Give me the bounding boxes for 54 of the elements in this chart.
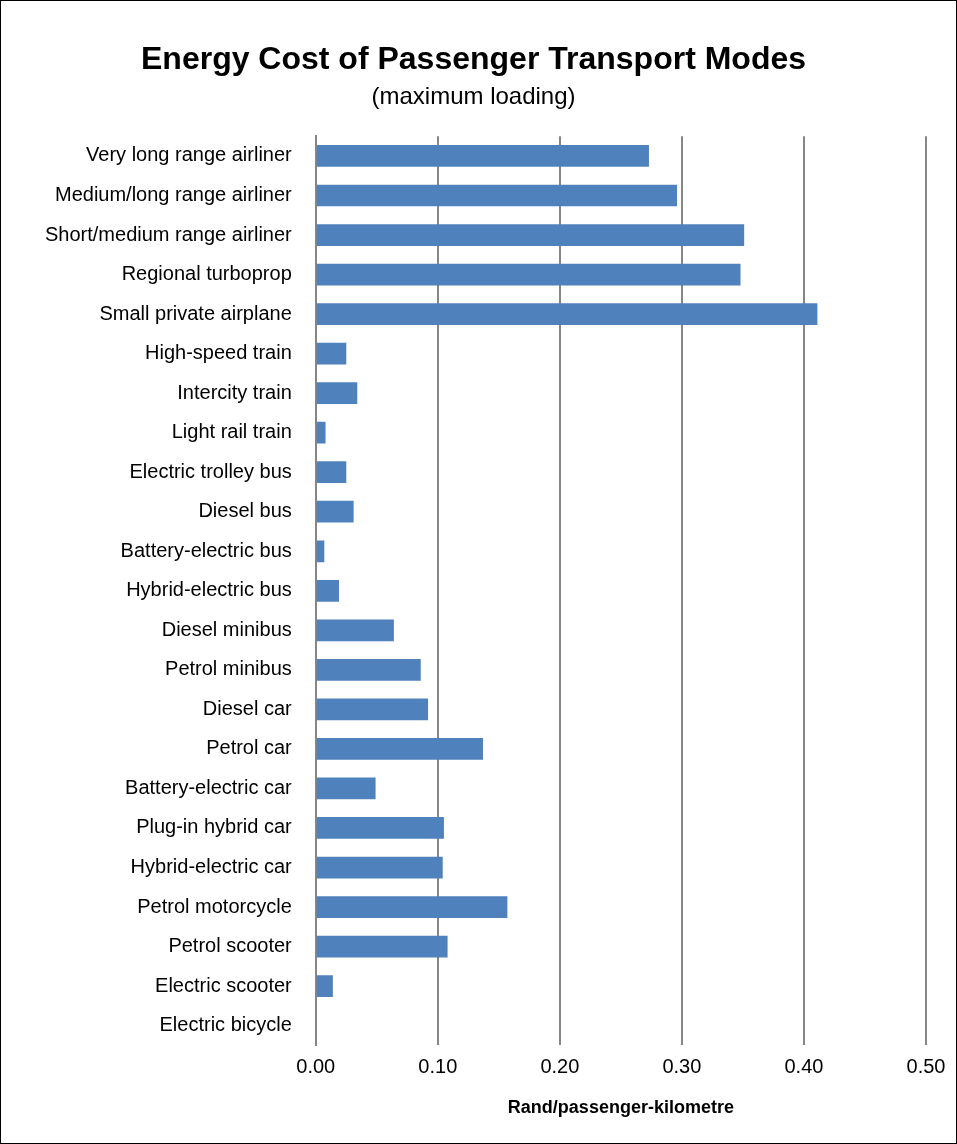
y-tick-label: Electric scooter: [155, 973, 293, 996]
y-tick-label: High-speed train: [145, 341, 292, 364]
y-tick-label: Light rail train: [171, 420, 292, 443]
bar: [316, 935, 448, 958]
y-tick-label: Petrol minibus: [165, 657, 292, 680]
y-tick-label: Battery-electric bus: [120, 538, 292, 561]
bar: [316, 303, 818, 325]
y-tick-label: Small private airplane: [99, 301, 292, 324]
bar: [316, 856, 443, 879]
bar: [316, 738, 483, 760]
bar: [316, 975, 333, 997]
bar: [316, 817, 444, 839]
bar: [316, 777, 376, 800]
y-tick-label: Battery-electric car: [125, 775, 293, 798]
y-tick-label: Hybrid-electric bus: [126, 578, 292, 601]
bar: [316, 421, 326, 444]
y-tick-label: Short/medium range airliner: [45, 222, 293, 245]
bar: [316, 382, 358, 405]
x-tick-label: 0.50: [906, 1054, 946, 1077]
y-tick-label: Plug-in hybrid car: [136, 815, 293, 838]
bar: [316, 263, 741, 286]
y-tick-label: Petrol scooter: [168, 934, 293, 957]
y-tick-label: Intercity train: [177, 380, 292, 403]
bar: [316, 500, 354, 523]
x-tick-label: 0.10: [418, 1054, 458, 1077]
x-tick-label: 0.20: [540, 1054, 580, 1077]
y-tick-label: Medium/long range airliner: [54, 183, 293, 206]
bar: [316, 145, 649, 167]
y-tick-label: Electric bicycle: [159, 1013, 292, 1036]
chart-title: Energy Cost of Passenger Transport Modes: [140, 40, 807, 77]
y-tick-label: Petrol car: [206, 736, 293, 759]
y-tick-label: Very long range airliner: [86, 143, 293, 166]
x-axis-title: Rand/passenger-kilometre: [507, 1097, 734, 1118]
bar: [316, 342, 347, 365]
bar: [316, 658, 421, 681]
bar: [316, 224, 745, 246]
bar: [316, 698, 429, 721]
y-tick-label: Diesel minibus: [161, 617, 292, 640]
bar: [316, 184, 678, 207]
y-tick-label: Petrol motorcycle: [137, 894, 292, 917]
chart-subtitle: (maximum loading): [371, 82, 576, 110]
x-tick-label: 0.30: [662, 1054, 702, 1077]
x-tick-label: 0.00: [296, 1054, 336, 1077]
y-tick-label: Diesel car: [202, 696, 293, 719]
bar: [316, 619, 394, 642]
y-tick-label: Electric trolley bus: [129, 459, 292, 482]
y-tick-label: Regional turboprop: [121, 262, 292, 285]
y-tick-label: Diesel bus: [198, 499, 292, 522]
bar: [316, 461, 347, 484]
bar: [316, 579, 339, 602]
bar: [316, 896, 508, 918]
y-tick-label: Hybrid-electric car: [130, 855, 293, 878]
x-tick-label: 0.40: [784, 1054, 824, 1077]
bar: [316, 540, 325, 563]
